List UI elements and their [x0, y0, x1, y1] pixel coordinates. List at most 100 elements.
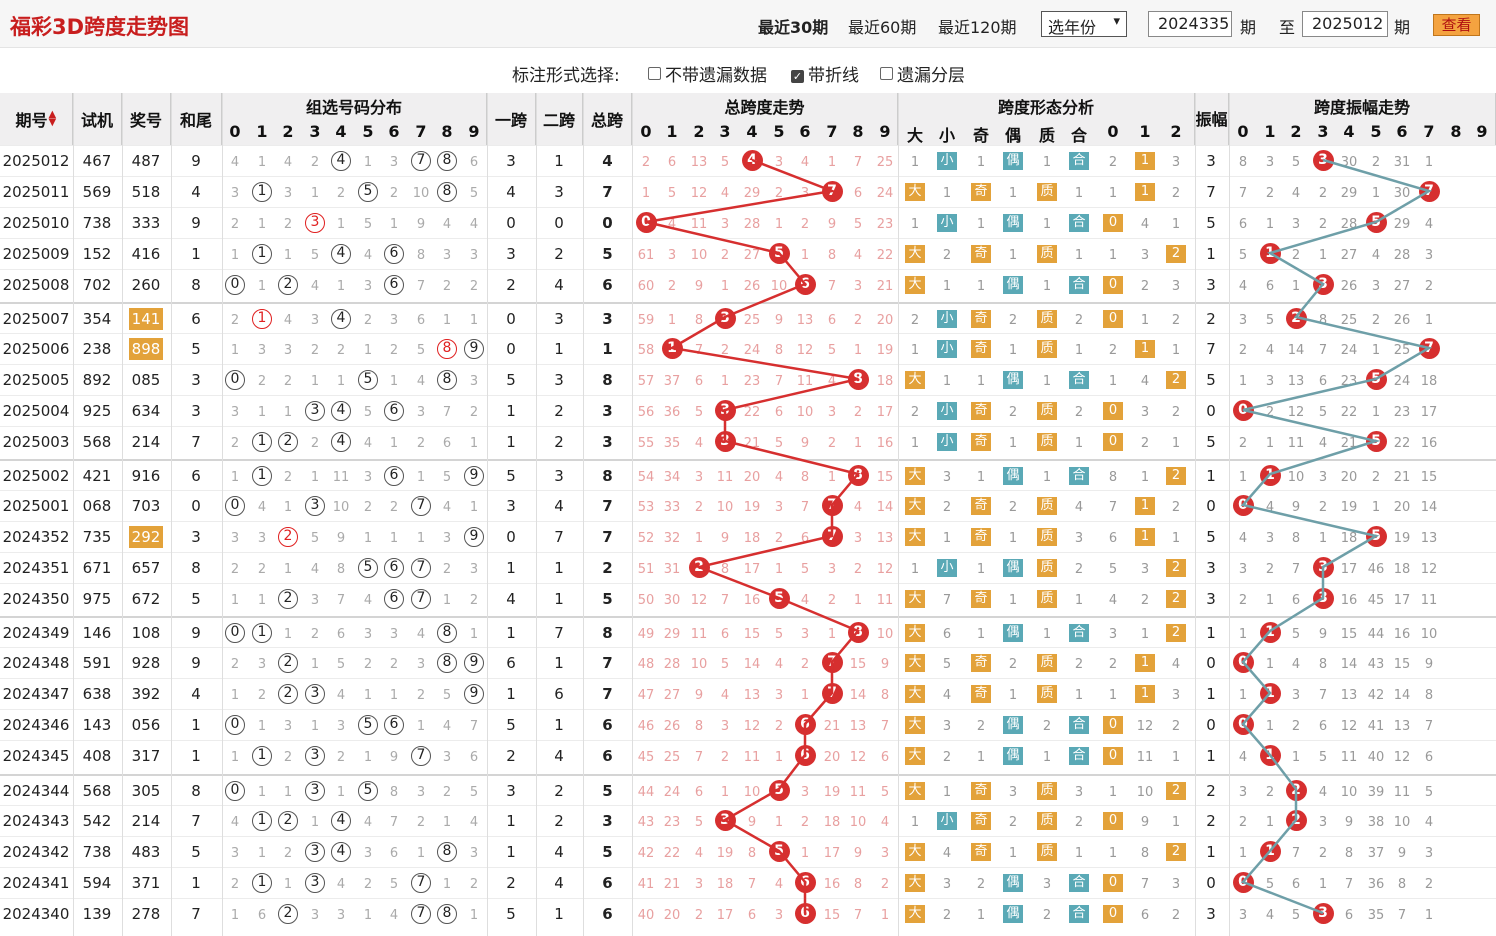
- k2: 1: [536, 710, 582, 741]
- zhen: 5: [1196, 208, 1226, 239]
- trend-ball: 1: [1259, 243, 1281, 264]
- cell-value: 1: [1108, 785, 1118, 800]
- shape-cell: 2: [1160, 396, 1192, 427]
- view-button[interactable]: 查看: [1433, 14, 1480, 36]
- hit-marker: 5: [358, 780, 378, 801]
- trend-cell: 7: [686, 334, 712, 365]
- col-period-header[interactable]: 期号 ▲ ▼: [0, 93, 73, 145]
- cell-value: 47: [637, 688, 655, 703]
- checkbox-checked-icon[interactable]: ✓: [791, 70, 804, 83]
- cell-value: 2: [910, 313, 920, 328]
- column-divider: [898, 93, 899, 936]
- cell-value: 14: [849, 688, 867, 703]
- trial: 735: [73, 522, 121, 553]
- recent-30-link[interactable]: 最近30期: [758, 18, 829, 37]
- cell-value: 3: [1265, 531, 1275, 546]
- option-omission-layer[interactable]: 遗漏分层: [880, 61, 965, 86]
- trend-cell: 12: [739, 710, 765, 741]
- cell-value: 6: [667, 155, 677, 170]
- shape-cell: 2: [1063, 396, 1095, 427]
- option-polyline[interactable]: ✓ 带折线: [791, 61, 859, 86]
- shape-cell: 大: [899, 270, 931, 301]
- trend-cell: 30: [659, 584, 685, 615]
- cell-value: 40: [1367, 750, 1385, 765]
- shape-cell: 1: [1097, 776, 1129, 807]
- trial: 467: [73, 146, 121, 177]
- cell-value: 4: [336, 877, 346, 892]
- total-span: 2: [602, 559, 613, 577]
- cell-value: 3: [310, 908, 320, 923]
- shape-marker: 小: [937, 811, 957, 830]
- shape-cell: 1: [1063, 584, 1095, 615]
- ztrend-cell: 4: [1310, 776, 1336, 807]
- checkbox-icon[interactable]: [648, 67, 661, 80]
- shape-cell: 合: [1063, 208, 1095, 239]
- shape-cell: 1: [1031, 618, 1063, 649]
- recent-120-link[interactable]: 最近120期: [938, 18, 1017, 37]
- ztrend-cell: 2: [1283, 806, 1309, 837]
- dist-cell: 1: [355, 679, 381, 710]
- cell-value: 1: [827, 470, 837, 485]
- trend-cell: 7: [819, 177, 845, 208]
- trend-cell: 4: [766, 648, 792, 679]
- trend-cell: 28: [659, 648, 685, 679]
- hit-marker: 0: [225, 369, 245, 390]
- period-to-input[interactable]: 2025012: [1302, 11, 1388, 37]
- cell-value: 15: [849, 657, 867, 672]
- cell-value: 657: [131, 559, 161, 577]
- cell-value: 542: [82, 812, 112, 830]
- cell-value: 1: [191, 747, 201, 765]
- dist-cell: 1: [381, 208, 407, 239]
- cell-value: 1: [1042, 374, 1052, 389]
- cell-value: 19: [743, 500, 761, 515]
- cell-value: 2: [1008, 405, 1018, 420]
- dist-cell: 7: [408, 584, 434, 615]
- dist-cell: 2: [434, 776, 460, 807]
- cell-value: 2: [853, 562, 863, 577]
- dist-cell: 3: [302, 868, 328, 899]
- cell-value: 9: [747, 815, 757, 830]
- shape-sub-header: 0: [1107, 122, 1119, 141]
- ztrend-cell: [1469, 553, 1495, 584]
- trend-cell: 57: [633, 365, 659, 396]
- option-no-omission[interactable]: 不带遗漏数据: [648, 61, 767, 86]
- trial: 408: [73, 741, 121, 772]
- ztrend-cell: 7: [1283, 837, 1309, 868]
- trend-cell: 6: [792, 710, 818, 741]
- table-row: 2025007 354 141 6 2 1 4 3 4 2 3 6 1 1 0 3 3 59 1 8 3 25 9 13 6 2 2…: [0, 302, 1496, 333]
- recent-60-link[interactable]: 最近60期: [848, 18, 917, 37]
- trend-cell: 59: [633, 304, 659, 335]
- ztrend-cell: [1469, 522, 1495, 553]
- shape-cell: 偶: [997, 146, 1029, 177]
- shape-cell: 1: [1129, 177, 1161, 208]
- top-toolbar: 福彩3D跨度走势图 最近30期 最近60期 最近120期 选年份 ▾ 202433…: [0, 0, 1496, 48]
- ztrend-cell: 6: [1283, 584, 1309, 615]
- cell-value: 29: [1393, 217, 1411, 232]
- trend-ball: 5: [1365, 369, 1387, 390]
- ztrend-cell: 3: [1257, 146, 1283, 177]
- zhen: 1: [1196, 618, 1226, 649]
- period-from-input[interactable]: 2024335: [1148, 11, 1232, 37]
- ztrend-cell: [1443, 776, 1469, 807]
- cell-value: 3: [191, 402, 201, 420]
- total-span: 1: [602, 340, 613, 358]
- prize: 317: [122, 741, 170, 772]
- checkbox-icon[interactable]: [880, 67, 893, 80]
- cell-value: 3: [853, 531, 863, 546]
- shape-cell: 8: [1129, 837, 1161, 868]
- ztrend-cell: 3: [1230, 304, 1256, 335]
- dist-cell: 1: [222, 679, 248, 710]
- cell-value: 2: [363, 877, 373, 892]
- cell-value: 44: [1367, 627, 1385, 642]
- cell-value: 2025002: [2, 467, 70, 485]
- dist-cell: 4: [249, 491, 275, 522]
- year-select[interactable]: 选年份 ▾: [1041, 11, 1127, 37]
- sort-arrows-icon[interactable]: ▲ ▼: [48, 109, 57, 128]
- trend-cell: 9: [792, 427, 818, 458]
- ztrend-cell: 8: [1389, 868, 1415, 899]
- shape-cell: 2: [1097, 648, 1129, 679]
- k1: 4: [488, 584, 534, 615]
- ztrend-cell: 14: [1283, 334, 1309, 365]
- cell-value: 4: [416, 627, 426, 642]
- cell-value: 2: [1108, 155, 1118, 170]
